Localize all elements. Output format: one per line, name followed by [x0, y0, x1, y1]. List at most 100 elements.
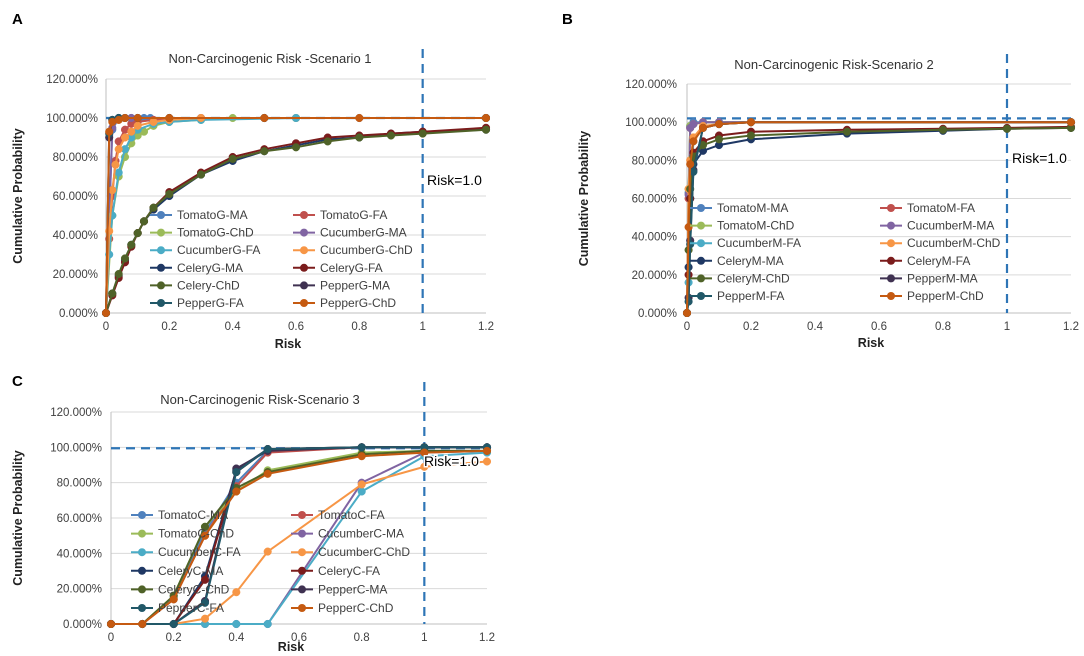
data-point: [200, 575, 210, 584]
legend-swatch-marker: [697, 221, 705, 230]
y-tick-label: 100.000%: [625, 117, 677, 129]
legend-item: PepperM-FA: [690, 289, 784, 303]
data-point: [357, 480, 366, 489]
data-point: [232, 588, 241, 597]
data-point: [133, 229, 142, 238]
data-point: [169, 595, 178, 604]
legend-label: TomatoG-ChD: [177, 226, 254, 240]
legend-swatch-marker: [157, 263, 165, 272]
x-tick-label: 0.8: [935, 321, 951, 333]
legend-label: TomatoC-FA: [318, 508, 385, 522]
data-point: [355, 113, 364, 123]
y-tick-label: 80.000%: [57, 478, 102, 490]
data-point: [169, 619, 178, 629]
data-point: [127, 240, 136, 249]
y-tick-label: 120.000%: [46, 74, 98, 86]
x-axis-label: Risk: [858, 336, 884, 350]
legend: TomatoM-MA TomatoM-FA TomatoM-ChD CucumberM…: [690, 201, 1001, 303]
data-point: [200, 522, 210, 531]
data-point: [138, 619, 147, 629]
x-tick-label: 1: [1004, 321, 1010, 333]
legend-item: PepperC-FA: [131, 601, 224, 615]
legend-swatch-marker: [300, 299, 308, 307]
y-tick-label: 60.000%: [57, 513, 102, 525]
x-tick-label: 0.4: [225, 321, 242, 333]
legend-label: CucumberM-ChD: [907, 236, 1001, 250]
data-point: [111, 160, 120, 169]
legend-item: CucumberM-FA: [690, 236, 801, 250]
data-point: [418, 129, 427, 138]
y-axis-label: Cumulative Probability: [11, 128, 25, 263]
legend-item: PepperG-ChD: [293, 296, 396, 310]
legend-label: CeleryC-ChD: [158, 582, 230, 596]
legend-item: TomatoM-FA: [880, 201, 975, 215]
legend-item: CucumberG-MA: [293, 226, 407, 240]
y-axis-label: Cumulative Probability: [577, 131, 591, 266]
legend-label: CucumberC-FA: [158, 545, 241, 559]
legend-item: CucumberC-ChD: [291, 545, 410, 559]
series-line-pepperg-chd: [105, 117, 486, 314]
legend-label: CucumberG-MA: [320, 226, 407, 240]
data-point: [232, 468, 241, 477]
data-point: [938, 125, 948, 134]
x-tick-label: 0.6: [291, 632, 307, 644]
data-point: [714, 135, 724, 144]
data-point: [386, 131, 396, 140]
legend-label: TomatoM-ChD: [717, 219, 795, 233]
x-tick-label: 0.2: [161, 321, 177, 333]
data-point: [323, 137, 332, 146]
data-point: [482, 446, 492, 455]
panel-c: C Non-Carcinogenic Risk-Scenario 3 0.000% 2…: [11, 373, 495, 654]
x-tick-label: 1: [419, 321, 425, 333]
legend-label: CucumberG-FA: [177, 243, 260, 257]
data-point: [114, 269, 123, 279]
legend-item: CeleryM-ChD: [690, 271, 790, 285]
x-tick-label: 0.2: [743, 321, 759, 333]
legend-label: CeleryM-FA: [907, 254, 970, 268]
y-tick-label: 20.000%: [632, 270, 677, 282]
legend-item: CeleryC-FA: [291, 564, 380, 578]
data-point: [114, 168, 123, 177]
legend-label: CeleryC-MA: [158, 564, 223, 578]
legend-item: TomatoM-ChD: [690, 219, 795, 233]
legend-item: CeleryG-FA: [293, 261, 383, 275]
legend-swatch-marker: [300, 263, 308, 272]
legend-swatch-marker: [138, 566, 146, 575]
series-group: [106, 443, 492, 629]
legend-swatch-marker: [887, 239, 895, 248]
data-point: [686, 160, 695, 169]
y-tick-label: 60.000%: [53, 191, 98, 203]
data-point: [260, 147, 269, 156]
data-point: [105, 127, 114, 136]
legend-label: TomatoG-MA: [177, 208, 248, 222]
legend-label: CeleryG-FA: [320, 261, 383, 275]
legend-item: CeleryC-ChD: [131, 582, 230, 596]
data-point: [133, 121, 142, 130]
data-point: [689, 137, 698, 146]
legend-label: PepperG-FA: [177, 296, 244, 310]
y-tick-label: 0.000%: [638, 308, 677, 320]
panel-b: B Non-Carcinogenic Risk-Scenario 2 0.000% 2…: [562, 11, 1079, 350]
y-axis-label: Cumulative Probability: [11, 450, 25, 585]
y-tick-label: 120.000%: [50, 407, 102, 419]
legend-label: CucumberC-ChD: [318, 545, 410, 559]
legend-item: CeleryM-FA: [880, 254, 970, 268]
data-point: [263, 547, 272, 556]
legend-item: CucumberG-FA: [150, 243, 260, 257]
data-point: [101, 308, 111, 318]
chart-title: Non-Carcinogenic Risk-Scenario 2: [734, 57, 933, 72]
legend-swatch-marker: [298, 604, 306, 612]
data-point: [357, 443, 366, 452]
data-point: [108, 186, 117, 195]
legend-label: PepperG-ChD: [320, 296, 396, 310]
legend-swatch-marker: [887, 221, 895, 230]
series-line-cucumberc-chd: [111, 460, 488, 625]
data-point: [714, 120, 724, 129]
legend-item: PepperC-ChD: [291, 601, 394, 615]
panel-a: A Non-Carcinogenic Risk -Scenario 1 0.000%…: [11, 11, 494, 351]
legend-swatch-marker: [887, 204, 895, 212]
legend-swatch-marker: [138, 529, 146, 538]
legend-swatch-marker: [887, 274, 895, 283]
legend-label: PepperG-MA: [320, 278, 390, 292]
